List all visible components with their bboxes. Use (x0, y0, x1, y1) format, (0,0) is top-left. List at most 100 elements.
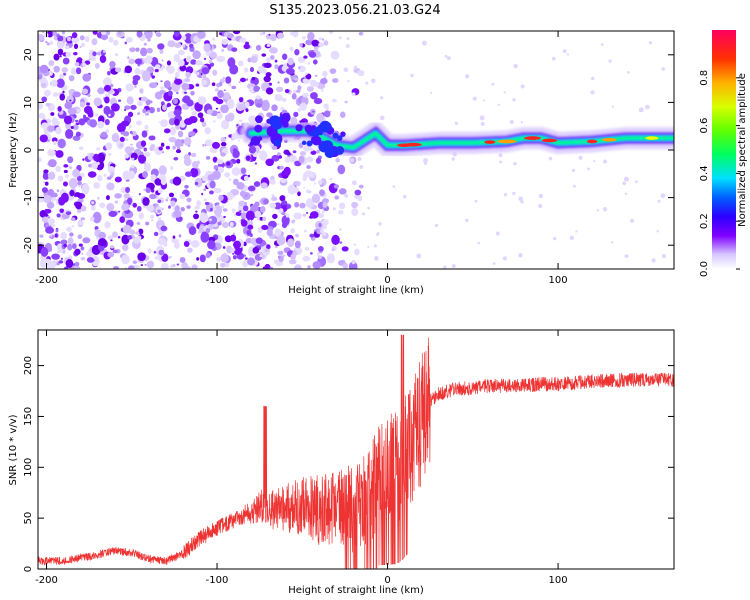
colorbar-label: Normalized spectral amplitude (737, 73, 748, 227)
spectrogram-noise-cell (93, 153, 100, 162)
spectrogram-noise-cell (227, 33, 234, 39)
spectrogram-noise-cell (93, 255, 97, 260)
snr-x-tick-label: 0 (384, 575, 390, 586)
spectrogram-noise-cell (137, 252, 146, 262)
spectrogram-noise-cell (75, 201, 83, 210)
spectrogram-noise-cell (256, 217, 260, 221)
spectrogram-noise-cell (294, 77, 299, 81)
spectrogram-noise-cell (351, 180, 357, 186)
spectrogram-noise-cell (111, 132, 120, 143)
spectrogram-noise-cell (47, 171, 56, 180)
spectrogram-noise-cell (578, 155, 583, 160)
spectrogram-noise-cell (318, 222, 322, 228)
spectrogram-noise-cell (367, 245, 370, 248)
spectrogram-noise-cell (320, 88, 324, 92)
spectrogram-noise-cell (50, 112, 55, 116)
spectrogram-noise-cell (345, 43, 350, 48)
spectrogram-noise-cell (281, 215, 290, 226)
spectrogram-noise-cell (242, 260, 249, 268)
spectrogram-noise-cell (174, 42, 182, 48)
spectrogram-noise-cell (282, 97, 287, 102)
spectrogram-noise-cell (276, 32, 285, 39)
spectrogram-signal-blob (336, 135, 343, 141)
spectrogram-noise-cell (153, 203, 156, 206)
spectrogram-noise-cell (91, 38, 98, 46)
spectrogram-noise-cell (239, 210, 242, 213)
spectrogram-noise-cell (262, 216, 267, 222)
spectrogram-noise-cell (287, 57, 294, 66)
spectrogram-y-tick-label: -20 (23, 237, 34, 253)
spectrogram-noise-cell (329, 31, 334, 34)
spectrogram-noise-cell (247, 224, 254, 230)
spectrogram-noise-cell (293, 111, 299, 117)
spectrogram-noise-cell (96, 51, 101, 56)
spectrogram-noise-cell (172, 263, 176, 268)
spectrogram-noise-cell (165, 196, 170, 200)
spectrogram-noise-cell (78, 146, 84, 151)
spectrogram-noise-cell (170, 264, 174, 268)
spectrogram-noise-cell (93, 97, 102, 107)
spectrogram-noise-cell (351, 201, 358, 209)
spectrogram-noise-cell (264, 248, 269, 253)
spectrogram-noise-cell (150, 188, 155, 193)
spectrogram-noise-cell (255, 237, 263, 244)
spectrogram-noise-cell (551, 56, 556, 61)
spectrogram-noise-cell (118, 31, 122, 35)
spectrogram-noise-cell (313, 98, 323, 105)
spectrogram-noise-cell (237, 60, 244, 67)
spectrogram-noise-cell (136, 222, 141, 225)
spectrogram-noise-cell (110, 103, 120, 112)
spectrogram-noise-cell (75, 196, 78, 199)
spectrogram-peak (524, 136, 541, 140)
spectrogram-noise-cell (51, 224, 56, 228)
spectrogram-noise-cell (38, 157, 42, 163)
spectrogram-noise-cell (51, 79, 58, 87)
spectrogram-noise-cell (64, 45, 70, 50)
spectrogram-noise-cell (56, 213, 61, 218)
spectrogram-noise-cell (283, 166, 291, 176)
spectrogram-noise-cell (53, 65, 60, 73)
spectrogram-noise-cell (79, 35, 85, 41)
spectrogram-noise-cell (201, 74, 207, 79)
spectrogram-noise-cell (239, 190, 246, 197)
spectrogram-noise-cell (280, 178, 287, 184)
spectrogram-noise-cell (66, 95, 74, 103)
spectrogram-noise-cell (104, 221, 111, 229)
snr-x-tick-label: 100 (549, 575, 568, 586)
spectrogram-noise-cell (137, 154, 147, 164)
spectrogram-noise-cell (59, 55, 62, 58)
spectrogram-noise-cell (136, 31, 143, 38)
spectrogram-noise-cell (239, 119, 243, 123)
snr-y-axis-label: SNR (10 * v/v) (8, 414, 19, 485)
spectrogram-noise-cell (225, 76, 232, 84)
spectrogram-noise-cell (298, 142, 304, 149)
spectrogram-noise-cell (503, 91, 506, 94)
spectrogram-noise-cell (140, 140, 147, 147)
spectrogram-noise-cell (263, 32, 266, 35)
spectrogram-noise-cell (97, 174, 103, 182)
spectrogram-noise-cell (338, 202, 346, 210)
spectrogram-noise-cell (259, 216, 264, 221)
spectrogram-noise-cell (248, 145, 257, 154)
spectrogram-noise-cell (184, 33, 193, 44)
spectrogram-noise-cell (49, 234, 55, 239)
spectrogram-noise-cell (130, 164, 135, 169)
spectrogram-noise-cell (41, 187, 48, 193)
spectrogram-noise-cell (451, 157, 455, 161)
spectrogram-noise-cell (66, 36, 72, 42)
spectrogram-noise-cell (266, 43, 271, 47)
spectrogram-noise-cell (566, 53, 570, 56)
snr-x-axis-label: Height of straight line (km) (288, 585, 424, 596)
spectrogram-noise-cell (232, 31, 241, 35)
spectrogram-noise-cell (234, 249, 242, 256)
spectrogram-signal-blob (321, 140, 334, 152)
spectrogram-noise-cell (316, 112, 325, 123)
spectrogram-noise-cell (82, 63, 87, 67)
spectrogram-noise-cell (163, 80, 171, 89)
spectrogram-noise-cell (320, 228, 325, 234)
spectrogram-noise-cell (192, 50, 201, 60)
spectrogram-noise-cell (176, 263, 180, 266)
spectrogram-noise-cell (380, 96, 384, 100)
spectrogram-noise-cell (59, 93, 66, 101)
